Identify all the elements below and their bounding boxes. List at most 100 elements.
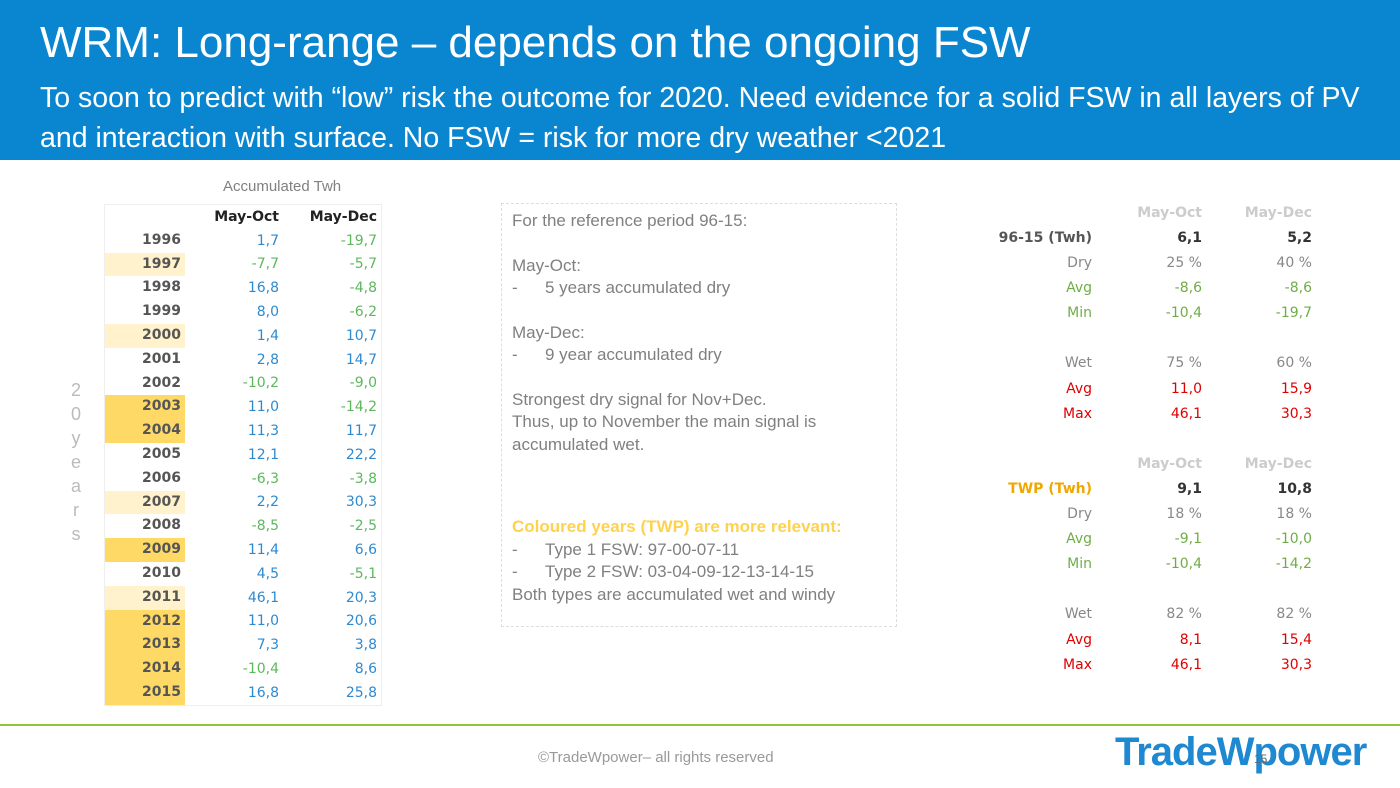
bullet-marker: -: [512, 539, 518, 559]
year: 1998: [142, 279, 181, 296]
cell: 14,7: [345, 351, 377, 368]
stats-label: Dry: [1067, 255, 1092, 271]
stats-value: -10,0: [1275, 531, 1312, 547]
stats-row: Max 46,1 30,3: [940, 657, 1320, 677]
column-header: May-Oct: [1137, 456, 1202, 472]
note-text: Both types are accumulated wet and windy: [512, 584, 836, 604]
stats-value: 60 %: [1276, 355, 1312, 371]
note-section: Strongest dry signal for Nov+Dec. Thus, u…: [512, 389, 886, 457]
table-row: 1998 16,8 -4,8: [105, 276, 381, 300]
stats-label: Wet: [1064, 355, 1092, 371]
stats-label: Wet: [1064, 606, 1092, 622]
cell: 46,1: [247, 589, 279, 606]
column-header: May-Dec: [1244, 456, 1312, 472]
stats-value: 18 %: [1166, 506, 1202, 522]
stats-row: Avg -9,1 -10,0: [940, 531, 1320, 551]
bullet-text: Type 1 FSW: 97-00-07-11: [545, 539, 740, 559]
bullet-text: 5 years accumulated dry: [545, 278, 731, 297]
cell: 20,6: [345, 613, 377, 630]
table-row: 2013 7,3 3,8: [105, 633, 381, 658]
year: 1996: [142, 231, 181, 248]
table-row: 2006 -6,3 -3,8: [105, 467, 381, 491]
stats-value: -8,6: [1284, 280, 1312, 296]
cell: 20,3: [345, 589, 377, 606]
stats-value: 82 %: [1276, 606, 1312, 622]
stats-columns: May-Oct May-Dec: [940, 456, 1320, 476]
table-row: 2002 -10,2 -9,0: [105, 372, 381, 396]
table-row: 2011 46,1 20,3: [105, 585, 381, 610]
stats-row: Avg 8,1 15,4: [940, 632, 1320, 652]
stats-columns: May-Oct May-Dec: [940, 205, 1320, 225]
note-section: May-Oct: - 5 years accumulated dry: [512, 255, 886, 300]
table-row: 2000 1,4 10,7: [105, 323, 381, 348]
year: 2001: [142, 350, 181, 367]
note-text: For the reference period 96-15:: [512, 211, 748, 230]
stats-row: Avg -8,6 -8,6: [940, 280, 1320, 300]
stats-label: TWP (Twh): [1008, 481, 1092, 497]
table-row: 2007 2,2 30,3: [105, 490, 381, 515]
stats-value: 11,0: [1170, 381, 1202, 397]
year: 2003: [105, 395, 185, 420]
stats-value: 15,4: [1280, 632, 1312, 648]
stats-label: Avg: [1066, 531, 1092, 547]
footer-rule: [0, 724, 1400, 726]
year: 2007: [105, 490, 185, 515]
note-section: May-Dec: - 9 year accumulated dry: [512, 322, 886, 367]
header: WRM: Long-range – depends on the ongoing…: [0, 0, 1400, 160]
stats-value: 18 %: [1276, 506, 1312, 522]
note-heading: May-Dec:: [512, 322, 585, 342]
cell: 11,7: [345, 423, 377, 440]
column-header: May-Dec: [309, 208, 377, 225]
note-bullet: - Type 1 FSW: 97-00-07-11: [512, 539, 886, 562]
year: 2015: [105, 680, 185, 705]
note-box: For the reference period 96-15: May-Oct: -…: [501, 203, 897, 627]
year: 2008: [142, 517, 181, 534]
table-caption: Accumulated Twh: [223, 178, 342, 195]
note-bullet: - Type 2 FSW: 03-04-09-12-13-14-15: [512, 561, 886, 584]
cell: -14,2: [340, 399, 377, 416]
stats-value: 25 %: [1166, 255, 1202, 271]
note-section: Coloured years (TWP) are more relevant: -…: [512, 516, 886, 606]
table-row: 2005 12,1 22,2: [105, 443, 381, 467]
stats-value: 8,1: [1179, 632, 1202, 648]
year: 2009: [105, 538, 185, 562]
year: 1997: [105, 252, 185, 277]
cell: -5,7: [349, 256, 377, 273]
year: 2005: [142, 445, 181, 462]
stats-value: -9,1: [1174, 531, 1202, 547]
stats-row: Min -10,4 -19,7: [940, 305, 1320, 325]
cell: 6,6: [354, 542, 377, 559]
cell: -5,1: [349, 565, 377, 582]
stats-value: 75 %: [1166, 355, 1202, 371]
stats-value: -10,4: [1165, 305, 1202, 321]
year: 2010: [142, 564, 181, 581]
note-bullet: - 9 year accumulated dry: [512, 344, 886, 367]
bullet-text: Type 2 FSW: 03-04-09-12-13-14-15: [545, 562, 814, 581]
stats-label: Avg: [1066, 280, 1092, 296]
stats-label: Avg: [1066, 381, 1092, 397]
cell: 4,5: [256, 565, 279, 582]
stats-row: Wet 75 % 60 %: [940, 355, 1320, 375]
table-row: 2012 11,0 20,6: [105, 609, 381, 634]
stats-value: 15,9: [1280, 381, 1312, 397]
cell: 11,0: [247, 613, 279, 630]
stats-label: 96-15 (Twh): [998, 230, 1092, 246]
year: 2014: [105, 657, 185, 681]
cell: 2,2: [256, 494, 279, 511]
stats-value: 46,1: [1170, 657, 1202, 673]
stats-label: Min: [1067, 305, 1092, 321]
year: 2006: [142, 469, 181, 486]
cell: -6,2: [349, 304, 377, 321]
table-row: 1997 -7,7 -5,7: [105, 252, 381, 277]
bullet-text: 9 year accumulated dry: [545, 345, 722, 364]
year: 2011: [105, 585, 185, 610]
year: 2000: [105, 323, 185, 348]
stats-row: Dry 25 % 40 %: [940, 255, 1320, 275]
stats-row: Wet 82 % 82 %: [940, 606, 1320, 626]
table-row: 1996 1,7 -19,7: [105, 229, 381, 253]
bullet-marker: -: [512, 278, 518, 297]
cell: 11,4: [247, 542, 279, 559]
year: 2002: [142, 374, 181, 391]
year: 2012: [105, 609, 185, 634]
